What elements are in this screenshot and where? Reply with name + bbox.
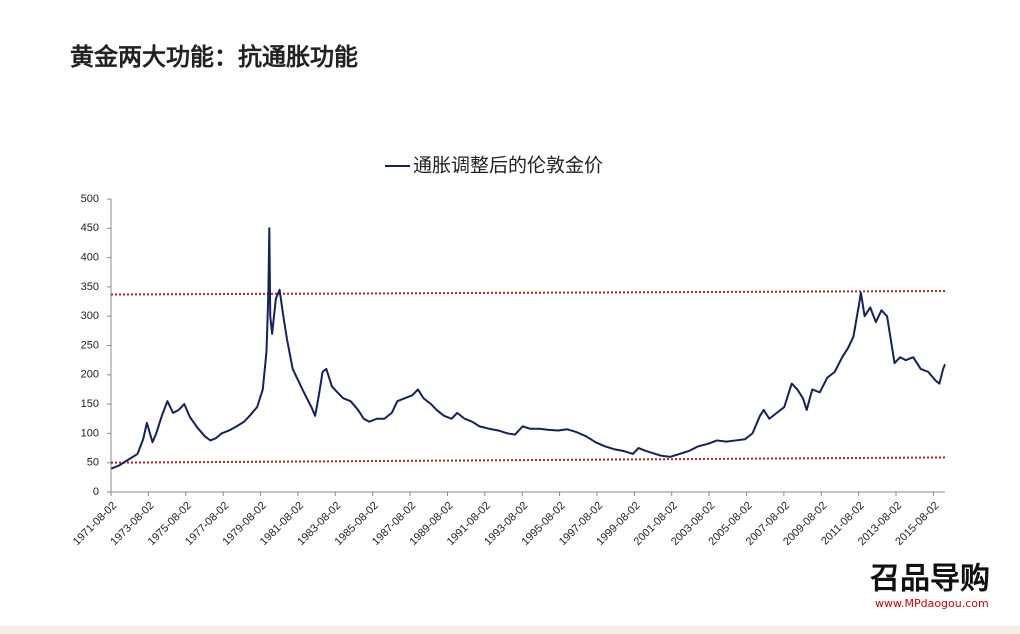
series-line: [111, 227, 946, 470]
reference-line: [110, 290, 946, 296]
reference-line: [110, 456, 946, 464]
y-tick-label: 500: [81, 193, 99, 205]
y-tick-label: 450: [81, 222, 99, 234]
y-tick-label: 300: [81, 310, 99, 322]
watermark-logo: 召品导购: [869, 562, 990, 597]
y-tick-label: 50: [87, 457, 99, 469]
legend-label: 通胀调整后的伦敦金价: [413, 155, 603, 177]
y-tick-label: 150: [81, 398, 99, 410]
y-tick-label: 100: [81, 427, 99, 439]
slide-title: 黄金两大功能：抗通胀功能: [70, 43, 358, 71]
footer-strip: [0, 626, 1020, 634]
y-tick-label: 350: [81, 281, 99, 293]
y-tick-label: 0: [93, 486, 99, 498]
y-tick-label: 250: [81, 339, 99, 351]
watermark-url: www.MPdaogou.com: [875, 597, 989, 610]
y-tick-label: 400: [81, 252, 99, 264]
y-tick-label: 200: [81, 369, 99, 381]
